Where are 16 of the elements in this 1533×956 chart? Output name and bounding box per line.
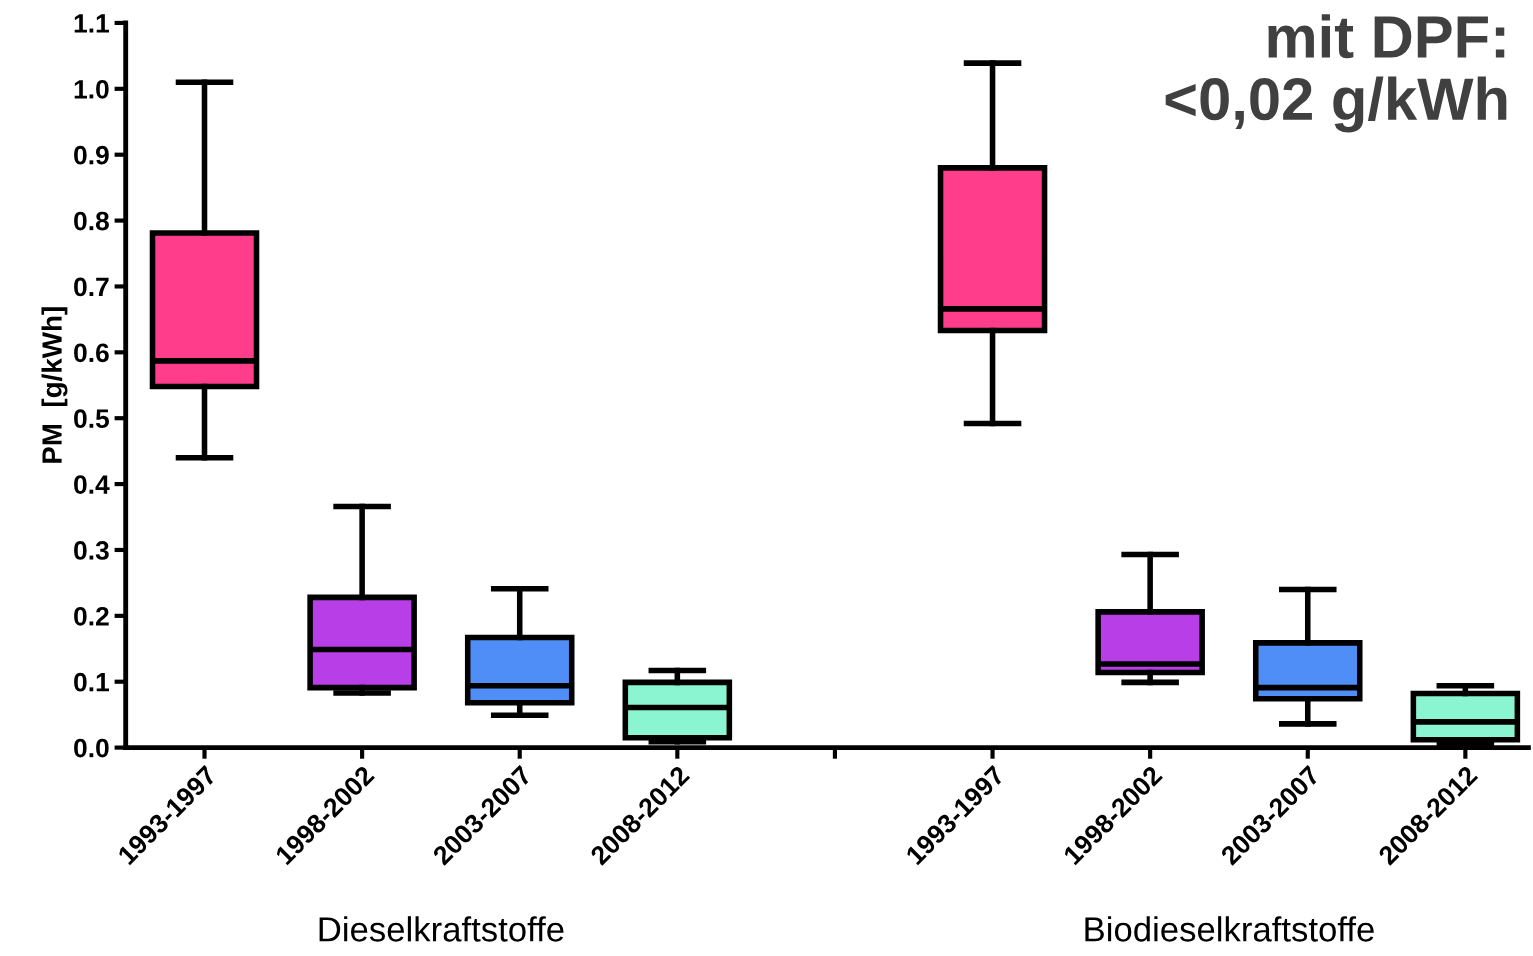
y-tick-label: 0.9 bbox=[74, 145, 109, 165]
y-tick-label: 0.8 bbox=[74, 211, 109, 231]
annotation: mit DPF: <0,02 g/kWh bbox=[1165, 14, 1507, 133]
y-tick-label: 1.0 bbox=[74, 79, 109, 99]
y-tick-label: 0.6 bbox=[74, 343, 109, 363]
y-tick-label: 1.1 bbox=[74, 14, 109, 33]
y-axis-title: PM [g/kWh] bbox=[41, 307, 68, 463]
y-tick-label: 0.5 bbox=[74, 409, 109, 429]
text: Biodieselkraftstoffe bbox=[1085, 916, 1374, 942]
y-tick-label: 0.1 bbox=[74, 672, 109, 692]
y-tick-label: 0.0 bbox=[74, 738, 109, 758]
text: Dieselkraftstoffe bbox=[319, 916, 564, 942]
y-tick-label: 0.7 bbox=[74, 277, 109, 297]
y-tick-label: 0.3 bbox=[74, 541, 109, 560]
y-tick-label: 0.4 bbox=[74, 475, 110, 494]
y-tick-label: 0.2 bbox=[74, 606, 109, 626]
